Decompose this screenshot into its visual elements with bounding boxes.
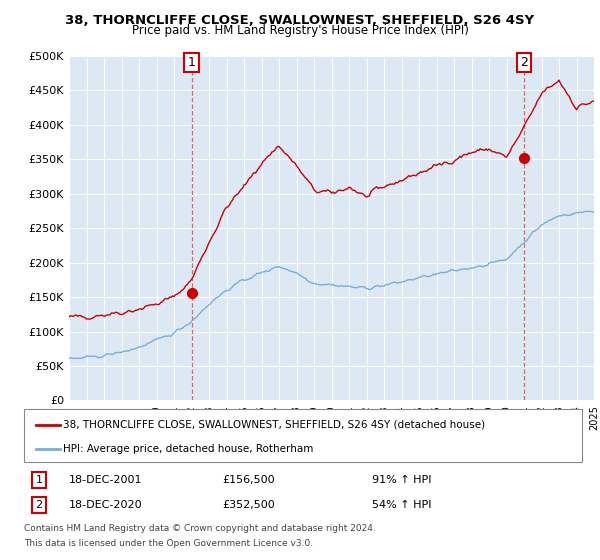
Text: 1: 1 xyxy=(188,56,196,69)
Text: 91% ↑ HPI: 91% ↑ HPI xyxy=(372,475,431,485)
Text: 2: 2 xyxy=(520,56,528,69)
Text: HPI: Average price, detached house, Rotherham: HPI: Average price, detached house, Roth… xyxy=(63,444,313,454)
Text: £156,500: £156,500 xyxy=(222,475,275,485)
Text: 54% ↑ HPI: 54% ↑ HPI xyxy=(372,500,431,510)
Text: 38, THORNCLIFFE CLOSE, SWALLOWNEST, SHEFFIELD, S26 4SY (detached house): 38, THORNCLIFFE CLOSE, SWALLOWNEST, SHEF… xyxy=(63,420,485,430)
Text: Contains HM Land Registry data © Crown copyright and database right 2024.: Contains HM Land Registry data © Crown c… xyxy=(24,524,376,533)
Text: 1: 1 xyxy=(35,475,43,485)
Text: Price paid vs. HM Land Registry's House Price Index (HPI): Price paid vs. HM Land Registry's House … xyxy=(131,24,469,37)
Text: 18-DEC-2020: 18-DEC-2020 xyxy=(69,500,143,510)
Text: £352,500: £352,500 xyxy=(222,500,275,510)
Text: 2: 2 xyxy=(35,500,43,510)
Text: 38, THORNCLIFFE CLOSE, SWALLOWNEST, SHEFFIELD, S26 4SY: 38, THORNCLIFFE CLOSE, SWALLOWNEST, SHEF… xyxy=(65,14,535,27)
Text: This data is licensed under the Open Government Licence v3.0.: This data is licensed under the Open Gov… xyxy=(24,539,313,548)
Text: 18-DEC-2001: 18-DEC-2001 xyxy=(69,475,143,485)
